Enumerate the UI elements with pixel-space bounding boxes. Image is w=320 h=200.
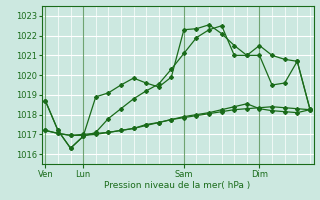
X-axis label: Pression niveau de la mer( hPa ): Pression niveau de la mer( hPa ): [104, 181, 251, 190]
